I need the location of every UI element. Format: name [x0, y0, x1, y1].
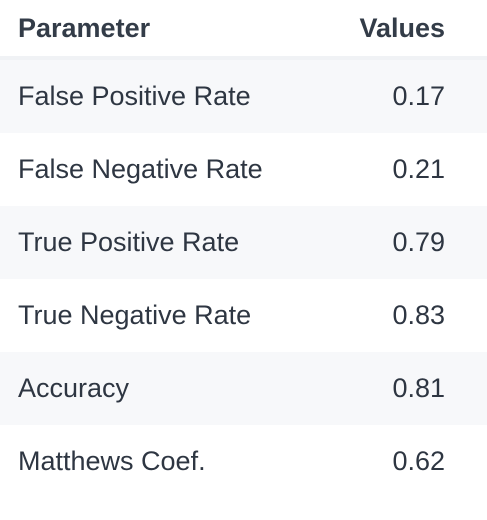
table-header-row: Parameter Values — [0, 0, 487, 60]
header-parameter: Parameter — [0, 0, 328, 60]
row-parameter: Matthews Coef. — [0, 425, 328, 498]
table-row: True Negative Rate 0.83 — [0, 279, 487, 352]
row-parameter: False Negative Rate — [0, 133, 328, 206]
table-row: False Negative Rate 0.21 — [0, 133, 487, 206]
table-row: True Positive Rate 0.79 — [0, 206, 487, 279]
row-value: 0.83 — [327, 279, 487, 352]
row-parameter: False Positive Rate — [0, 58, 328, 133]
row-parameter: True Negative Rate — [0, 279, 328, 352]
table-row: Accuracy 0.81 — [0, 352, 487, 425]
row-value: 0.62 — [327, 425, 487, 498]
table-row: Matthews Coef. 0.62 — [0, 425, 487, 498]
row-value: 0.79 — [327, 206, 487, 279]
row-value: 0.81 — [327, 352, 487, 425]
row-parameter: Accuracy — [0, 352, 328, 425]
row-parameter: True Positive Rate — [0, 206, 328, 279]
metrics-table: Parameter Values False Positive Rate 0.1… — [0, 0, 487, 498]
table-row: False Positive Rate 0.17 — [0, 58, 487, 133]
row-value: 0.17 — [327, 58, 487, 133]
row-value: 0.21 — [327, 133, 487, 206]
header-values: Values — [327, 0, 487, 60]
